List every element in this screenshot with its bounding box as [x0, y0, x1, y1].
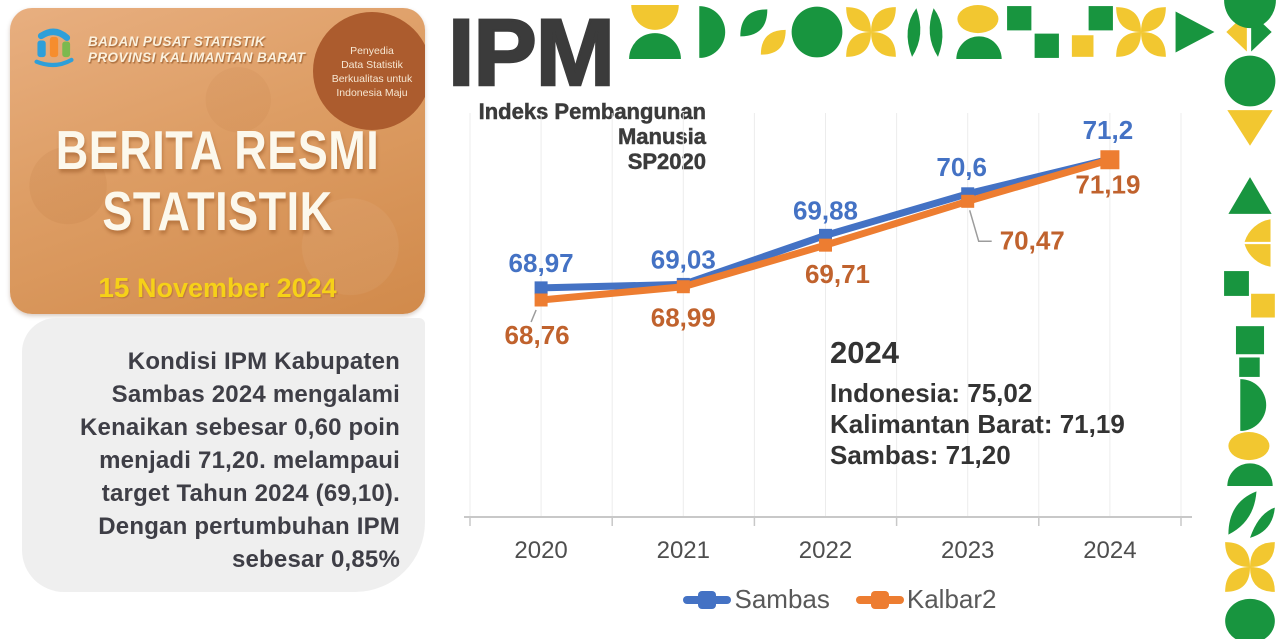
data-label-kalbar2: 70,47: [1000, 225, 1065, 255]
decor-shape-leaves-green-icon: [1223, 486, 1277, 540]
decor-shape-petals-x-icon: [1114, 5, 1168, 59]
data-label-kalbar2: 68,76: [505, 320, 570, 350]
annotation-sambas: Sambas: 71,20: [830, 440, 1011, 470]
release-date-day: 15: [98, 272, 130, 303]
legend-marker-sambas-icon: [683, 590, 732, 609]
label-leader: [530, 309, 537, 323]
label-leader: [968, 210, 992, 243]
annotation-kalbar: Kalimantan Barat: 71,19: [830, 409, 1125, 439]
decor-shape-circle-icon: [1223, 54, 1277, 108]
release-date-rest: November 2024: [129, 273, 337, 303]
legend-marker-kalbar2-icon: [855, 590, 904, 609]
data-label-sambas: 70,6: [936, 152, 987, 182]
decor-shape-petals-x-icon: [1223, 540, 1277, 594]
decor-shape-square-pair-icon: [1223, 324, 1277, 378]
decor-shape-tri-down-icon: [1223, 108, 1277, 162]
release-date: 15 November 2024: [10, 272, 425, 304]
decor-shape-tri-up-icon: [1223, 162, 1277, 216]
x-tick-label: 2023: [941, 537, 994, 564]
legend-label-sambas: Sambas: [734, 584, 830, 614]
marker-sambas: [534, 281, 548, 295]
marker-sambas: [819, 228, 832, 242]
ipm-line-chart: 2020 2021 2022 2023 2024 68,97 69,03 69,88 70,6 7…: [464, 113, 1192, 564]
data-label-kalbar2: 69,71: [805, 259, 870, 289]
decor-shape-stair-icon: [1223, 270, 1277, 324]
annotation-indonesia: Indonesia: 75,02: [830, 378, 1033, 408]
decor-shape-ellipse-icon: [1223, 594, 1277, 639]
decor-shape-ears-up-icon: [898, 5, 952, 59]
data-label-kalbar2: 68,99: [651, 303, 716, 333]
decor-shape-checker-a-icon: [1006, 5, 1060, 59]
decor-shape-blob-dome-icon: [1223, 432, 1277, 486]
annotation-2024: 2024 Indonesia: 75,02 Kalimantan Barat: …: [830, 335, 1125, 471]
org-name: BADAN PUSAT STATISTIK PROVINSI KALIMANTA…: [88, 34, 306, 65]
decor-shape-chevron-yellow-icon: [1223, 216, 1277, 270]
marker-kalbar2: [961, 194, 975, 208]
berita-resmi-card: BADAN PUSAT STATISTIK PROVINSI KALIMANTA…: [10, 8, 425, 314]
decor-shape-halfmoon-right-icon: [682, 5, 736, 59]
decor-strip-top: [628, 5, 1276, 59]
marker-kalbar2: [819, 238, 832, 252]
bps-logo-icon: [34, 28, 74, 68]
marker-kalbar2: [1100, 150, 1120, 170]
data-label-sambas: 69,88: [793, 195, 858, 225]
legend-item-sambas: Sambas: [683, 584, 830, 615]
decor-shape-circle-icon: [790, 5, 844, 59]
summary-text: Kondisi IPM Kabupaten Sambas 2024 mengal…: [79, 348, 400, 573]
decor-shape-petals-x-icon: [844, 5, 898, 59]
data-label-kalbar2: 71,19: [1075, 170, 1140, 200]
marker-kalbar2: [534, 293, 548, 307]
data-label-sambas: 71,2: [1083, 115, 1134, 145]
tagline-text: Penyedia Data Statistik Berkualitas untu…: [331, 45, 413, 99]
summary-card: Kondisi IPM Kabupaten Sambas 2024 mengal…: [22, 318, 425, 592]
x-tick-label: 2022: [799, 537, 852, 564]
page-subtitle: Indeks Pembangunan Manusia SP2020: [478, 99, 706, 175]
annotation-heading: 2024: [830, 335, 899, 370]
decor-shape-checker-b-icon: [1060, 5, 1114, 59]
legend-label-kalbar2: Kalbar2: [906, 584, 997, 614]
page-title: IPM: [447, 0, 616, 106]
data-label-sambas: 69,03: [651, 244, 716, 274]
card-title: BERITA RESMI STATISTIK: [55, 118, 380, 242]
decor-shape-hourglass-icon: [628, 5, 682, 59]
decor-shape-blob-dome-icon: [952, 5, 1006, 59]
tagline-badge: Penyedia Data Statistik Berkualitas untu…: [313, 12, 425, 130]
chart-legend: Sambas Kalbar2: [450, 584, 1230, 615]
data-label-sambas: 68,97: [509, 248, 574, 278]
decor-shape-dome-down-icon: [1223, 0, 1277, 54]
decor-strip-right: [1223, 0, 1277, 639]
decor-shape-tri-right-icon: [1168, 5, 1222, 59]
legend-item-kalbar2: Kalbar2: [855, 584, 997, 615]
x-tick-label: 2024: [1083, 537, 1136, 564]
x-tick-label: 2021: [657, 537, 710, 564]
marker-kalbar2: [676, 280, 690, 294]
decor-shape-halfmoon-right-icon: [1223, 378, 1277, 432]
x-tick-label: 2020: [514, 537, 567, 564]
decor-shape-leaf-diag-icon: [736, 5, 790, 59]
